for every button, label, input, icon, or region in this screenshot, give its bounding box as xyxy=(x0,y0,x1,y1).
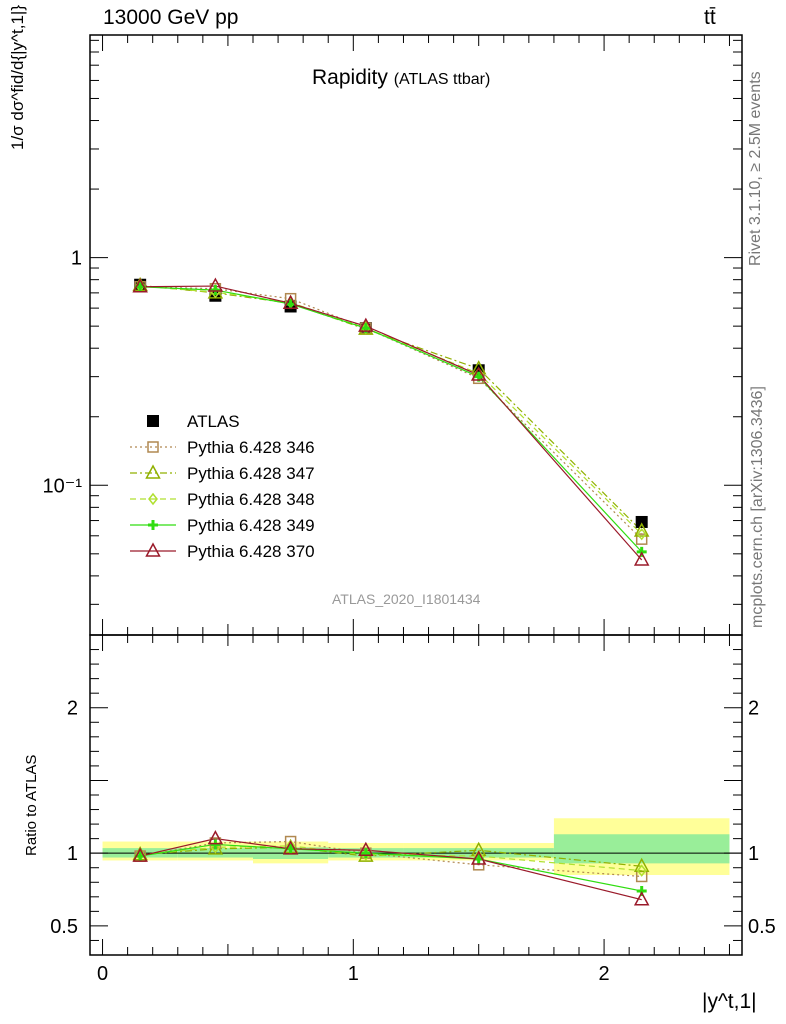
ratio-point-series-5-shape xyxy=(207,830,224,845)
main-point-series-5 xyxy=(282,294,299,310)
header-right-label: tt̄ xyxy=(704,6,716,29)
main-point-series-5-shape xyxy=(207,277,224,292)
ratio-y-axis-label: Ratio to ATLAS xyxy=(23,754,40,856)
main-point-series-5-shape xyxy=(633,551,650,566)
ratio-y-tick-label-right: 1 xyxy=(748,843,759,865)
chart-title-main: Rapidity xyxy=(312,66,388,89)
chart-subtitle: (ATLAS ttbar) xyxy=(393,71,491,88)
legend-marker-series-5-shape xyxy=(145,542,161,557)
legend-marker-series-2-shape xyxy=(145,464,161,479)
ratio-point-series-5-shape xyxy=(633,891,650,906)
main-point-series-0-shape xyxy=(635,515,648,528)
legend-label-series-5: Pythia 6.428 370 xyxy=(187,542,315,561)
legend-label-series-0: ATLAS xyxy=(187,412,240,431)
legend-label-series-3: Pythia 6.428 348 xyxy=(187,490,315,509)
legend-marker-series-5 xyxy=(145,542,161,557)
ratio-y-tick-label: 1 xyxy=(67,843,78,865)
main-point-series-4 xyxy=(285,299,296,310)
ratio-point-series-3 xyxy=(636,864,647,877)
legend-marker-series-3 xyxy=(148,492,158,506)
ratio-line-series-3 xyxy=(140,845,642,872)
legend-marker-series-0-shape xyxy=(147,415,159,427)
ratio-y-tick-label-right: 2 xyxy=(748,698,759,720)
main-point-series-5-shape xyxy=(470,366,487,381)
x-axis-label: |y^t,1| xyxy=(702,990,757,1013)
ratio-point-series-5 xyxy=(132,847,148,862)
main-point-series-2-shape xyxy=(633,522,650,537)
legend-marker-series-2 xyxy=(145,464,161,479)
ratio-y-tick-label: 0.5 xyxy=(50,916,78,938)
main-y-axis-label: 1/σ dσ^fid/d{|y^t,1|} xyxy=(8,4,27,150)
main-point-series-5-shape xyxy=(282,294,299,310)
ratio-point-series-5 xyxy=(358,841,374,857)
main-point-series-5-shape xyxy=(132,278,148,293)
chart-title: Rapidity (ATLAS ttbar) xyxy=(312,66,490,90)
ratio-plot-frame xyxy=(89,634,743,956)
legend-marker-series-4 xyxy=(148,520,158,530)
legend-label-series-1: Pythia 6.428 346 xyxy=(187,438,315,457)
main-line-series-5 xyxy=(140,285,643,561)
ratio-point-series-5-shape xyxy=(282,840,299,855)
main-point-series-5 xyxy=(132,278,148,293)
ratio-point-series-2-shape xyxy=(633,857,650,873)
main-point-series-5 xyxy=(470,366,487,381)
ratio-point-series-5 xyxy=(282,840,299,855)
ratio-point-series-2 xyxy=(633,857,650,873)
ratio-point-series-4 xyxy=(210,839,221,850)
main-point-series-2 xyxy=(633,522,650,537)
main-point-series-5 xyxy=(633,551,650,566)
ratio-point-series-5 xyxy=(207,830,224,845)
header-left-label: 13000 GeV pp xyxy=(103,6,239,29)
legend-marker-series-1-shape xyxy=(147,441,159,453)
ratio-point-series-5-shape xyxy=(470,850,487,865)
ratio-point-series-5 xyxy=(633,891,650,906)
ratio-x-tick-label: 0 xyxy=(97,963,108,985)
ratio-x-tick-label: 2 xyxy=(599,963,610,985)
legend-marker-series-3-shape xyxy=(148,492,158,506)
ratio-line-series-4 xyxy=(140,843,642,892)
main-y-tick-label: 1 xyxy=(71,248,82,270)
mcplots-source-label: mcplots.cern.ch [arXiv:1306.3436] xyxy=(749,386,766,628)
ratio-point-series-5 xyxy=(470,850,487,865)
main-point-series-3-shape xyxy=(636,527,647,541)
ratio-line-series-2 xyxy=(140,846,642,867)
ratio-x-tick-label: 1 xyxy=(348,963,359,985)
ratio-point-series-3-shape xyxy=(636,864,647,877)
main-point-series-0 xyxy=(635,515,648,528)
main-point-series-1-shape xyxy=(635,533,648,545)
main-point-series-1 xyxy=(635,533,648,545)
main-line-series-1 xyxy=(140,286,643,540)
main-point-series-5 xyxy=(358,317,374,332)
ratio-y-tick-label: 2 xyxy=(67,698,78,720)
legend-marker-series-0 xyxy=(147,415,159,427)
main-point-series-5-shape xyxy=(358,317,374,332)
ratio-line-series-5 xyxy=(140,838,642,901)
legend-label-series-2: Pythia 6.428 347 xyxy=(187,464,315,483)
rivet-version-label: Rivet 3.1.10, ≥ 2.5M events xyxy=(747,71,764,266)
analysis-label: ATLAS_2020_I1801434 xyxy=(332,591,481,607)
legend-marker-series-1 xyxy=(147,441,159,453)
legend-label-series-4: Pythia 6.428 349 xyxy=(187,516,315,535)
main-point-series-5 xyxy=(207,277,224,292)
ratio-y-tick-label-right: 0.5 xyxy=(748,916,776,938)
main-y-tick-label: 10⁻¹ xyxy=(43,475,83,497)
ratio-point-series-4 xyxy=(360,848,371,859)
ratio-point-series-4 xyxy=(636,886,647,896)
ratio-point-series-5-shape xyxy=(132,847,148,862)
main-point-series-4 xyxy=(210,285,221,296)
ratio-point-series-5-shape xyxy=(358,841,374,857)
main-point-series-3 xyxy=(636,527,647,541)
